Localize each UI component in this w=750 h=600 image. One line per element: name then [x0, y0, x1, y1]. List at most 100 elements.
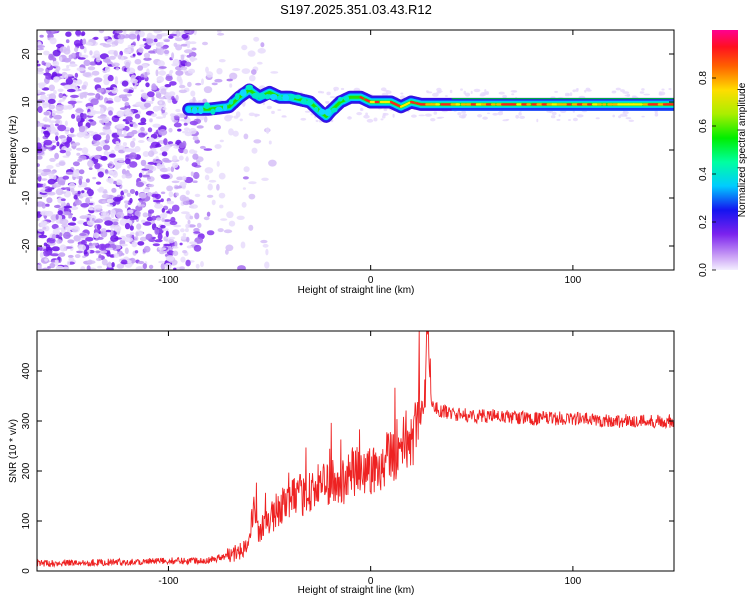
noise-blob — [59, 149, 67, 154]
noise-blob — [83, 250, 88, 255]
noise-blob — [240, 241, 246, 249]
noise-blob — [268, 159, 277, 167]
noise-blob — [175, 192, 179, 197]
noise-blob — [224, 114, 232, 122]
spectrogram-y-tick-label: 20 — [21, 48, 32, 60]
noise-blob — [217, 30, 222, 33]
noise-blob — [80, 181, 88, 188]
noise-blob — [260, 239, 268, 244]
noise-blob — [124, 222, 131, 230]
noise-blob — [142, 188, 150, 193]
noise-blob — [79, 215, 88, 220]
noise-blob — [62, 68, 71, 71]
noise-blob — [49, 170, 56, 175]
noise-blob — [175, 94, 179, 101]
colorbar-tick-label: 0.4 — [698, 167, 709, 181]
spectrogram-y-tick-label: -10 — [21, 190, 32, 205]
noise-blob — [137, 122, 147, 126]
noise-blob — [123, 130, 127, 137]
noise-blob — [74, 47, 79, 53]
noise-blob — [171, 180, 180, 184]
noise-blob — [155, 160, 163, 164]
noise-blob — [229, 72, 238, 80]
noise-blob — [204, 174, 210, 181]
noise-blob — [190, 90, 196, 97]
noise-blob — [181, 130, 190, 134]
noise-blob — [117, 34, 126, 40]
snr-y-tick-label: 400 — [21, 362, 32, 379]
noise-blob — [639, 91, 645, 94]
noise-blob — [47, 250, 52, 256]
spectrogram-y-tick-label: 10 — [21, 96, 32, 108]
noise-blob — [66, 104, 74, 110]
noise-blob — [146, 91, 155, 98]
noise-blob — [78, 125, 86, 133]
noise-blob — [185, 190, 190, 196]
noise-blob — [52, 49, 61, 57]
noise-blob — [113, 50, 118, 57]
noise-blob — [95, 250, 101, 254]
noise-blob — [624, 114, 628, 117]
noise-blob — [169, 113, 175, 117]
noise-blob — [92, 176, 97, 180]
noise-blob — [127, 44, 135, 48]
noise-blob — [237, 265, 246, 270]
noise-blob — [149, 118, 153, 123]
noise-blob — [113, 158, 119, 164]
noise-blob — [44, 188, 53, 193]
noise-blob — [216, 160, 220, 167]
noise-blob — [179, 194, 187, 202]
noise-blob — [134, 58, 142, 65]
noise-blob — [81, 54, 89, 59]
noise-blob — [155, 143, 162, 148]
noise-blob — [347, 116, 352, 120]
noise-blob — [55, 120, 61, 124]
noise-blob — [241, 44, 248, 51]
noise-blob — [203, 216, 210, 221]
noise-blob — [264, 261, 270, 269]
noise-blob — [187, 68, 196, 74]
noise-blob — [193, 227, 200, 232]
snr-panel: -100 0 100 0 100 200 300 400 Height of straigh… — [8, 330, 675, 596]
noise-blob — [262, 243, 269, 248]
ridge-blob — [222, 104, 228, 111]
noise-blob — [56, 239, 63, 244]
noise-blob — [226, 78, 233, 82]
noise-blob — [48, 104, 56, 110]
noise-blob — [325, 100, 330, 104]
noise-blob — [129, 197, 133, 204]
noise-blob — [556, 118, 561, 121]
noise-blob — [37, 174, 41, 177]
noise-blob — [163, 138, 168, 146]
noise-blob — [155, 69, 159, 77]
noise-blob — [60, 198, 66, 201]
noise-blob — [48, 120, 57, 124]
noise-blob — [71, 52, 77, 59]
noise-blob — [199, 145, 206, 149]
noise-blob — [68, 214, 73, 219]
noise-blob — [260, 42, 265, 48]
noise-blob — [134, 113, 141, 119]
noise-blob — [47, 178, 56, 185]
noise-blob — [71, 143, 78, 147]
noise-blob — [104, 66, 111, 73]
noise-blob — [69, 63, 77, 67]
noise-blob — [180, 228, 185, 233]
noise-blob — [151, 83, 157, 90]
noise-blob — [480, 92, 487, 97]
noise-blob — [74, 199, 82, 206]
noise-blob — [133, 85, 137, 90]
noise-blob — [89, 50, 93, 56]
noise-blob — [172, 58, 180, 66]
noise-blob — [125, 116, 133, 122]
noise-blob — [63, 58, 72, 63]
noise-blob — [572, 89, 576, 93]
noise-blob — [329, 96, 337, 99]
noise-blob — [134, 82, 139, 86]
spectrogram-x-tick-label: 100 — [565, 275, 582, 286]
noise-blob — [160, 224, 166, 229]
noise-blob — [183, 122, 188, 126]
noise-blob — [152, 243, 160, 247]
noise-blob — [168, 33, 177, 37]
noise-blob — [132, 53, 136, 57]
